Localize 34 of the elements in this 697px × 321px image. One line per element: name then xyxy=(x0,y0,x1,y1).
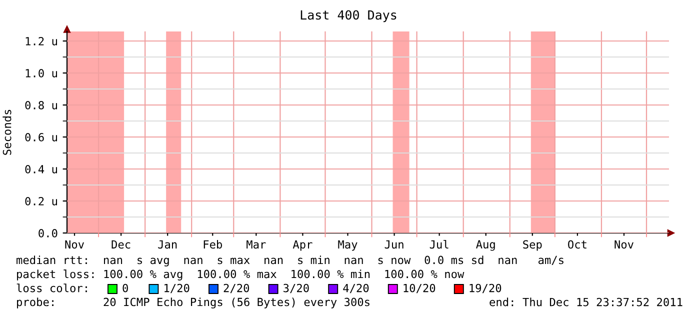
legend-label: 19/20 xyxy=(470,284,502,294)
x-tick-label: Nov xyxy=(65,240,84,249)
legend-label: 10/20 xyxy=(404,284,436,294)
legend-title: loss color: xyxy=(16,284,87,292)
y-tick-label: 1.0 u xyxy=(26,69,57,78)
y-tick-label: 0.0 xyxy=(38,229,58,238)
y-tick-label: 1.2 u xyxy=(26,37,57,46)
legend-label: 4/20 xyxy=(343,284,369,294)
x-tick-label: Jan xyxy=(158,240,177,249)
x-tick-label: Jun xyxy=(384,240,404,249)
y-tick-label: 0.6 u xyxy=(25,133,57,142)
y-axis-title: Seconds xyxy=(2,110,12,155)
legend-label: 0 xyxy=(122,284,128,292)
x-tick-label: Aug xyxy=(476,240,495,251)
x-tick-label: Mar xyxy=(246,240,266,249)
x-tick-label: Apr xyxy=(292,240,312,251)
legend-label: 2/20 xyxy=(224,284,250,294)
y-tick-label: 0.8 u xyxy=(25,101,57,110)
x-tick-label: Oct xyxy=(568,240,586,249)
text: end: Thu Dec 15 23:37:52 2011 xyxy=(490,298,682,306)
x-tick-label: Sep xyxy=(523,240,542,251)
text: probe: 20 ICMP Echo Pings (56 Bytes) every 300s xyxy=(17,298,370,308)
legend-label: 3/20 xyxy=(284,284,309,294)
x-tick-label: Dec xyxy=(112,240,130,249)
legend-label: 1/20 xyxy=(164,284,190,294)
x-tick-label: Feb xyxy=(204,240,222,249)
text: median rtt: nan s avg nan s max nan s min nan s now 0.0 ms sd nan am/s xyxy=(16,256,564,266)
y-tick-label: 0.4 u xyxy=(25,165,57,174)
text: packet loss: 100.00 % avg 100.00 % max 100.00 % min 100.00 % now xyxy=(17,270,464,280)
x-tick-label: May xyxy=(338,240,358,251)
x-tick-label: Jul xyxy=(430,240,448,249)
chart-title: Last 400 Days xyxy=(300,10,396,22)
y-tick-label: 0.2 u xyxy=(25,197,57,206)
x-tick-label: Nov xyxy=(614,240,634,249)
